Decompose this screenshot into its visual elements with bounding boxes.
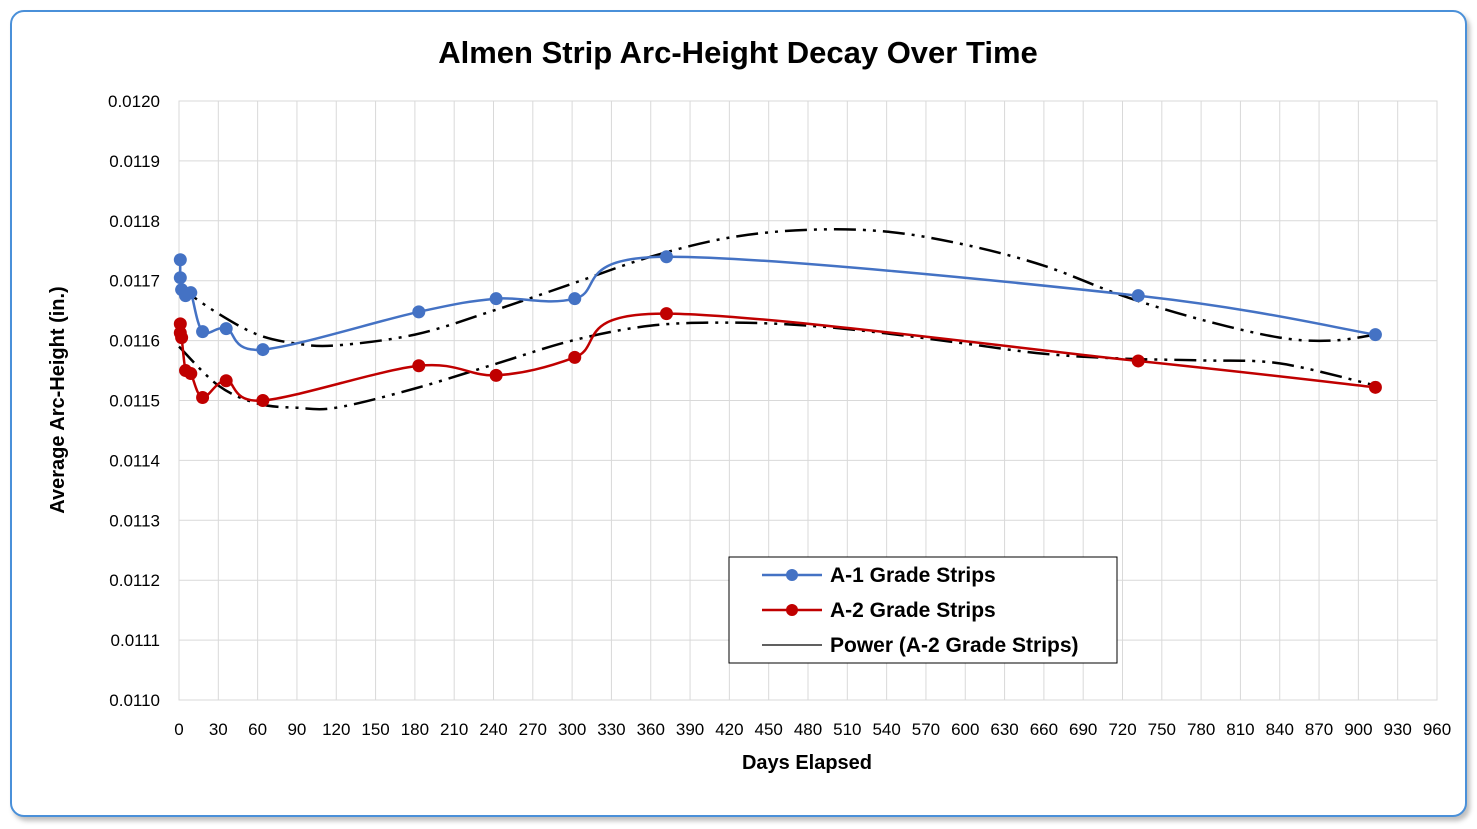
x-tick-label: 360 <box>637 720 665 739</box>
x-tick-label: 420 <box>715 720 743 739</box>
x-tick-label: 390 <box>676 720 704 739</box>
legend-label-power: Power (A-2 Grade Strips) <box>830 634 1079 657</box>
x-tick-label: 150 <box>361 720 389 739</box>
data-point-0 <box>173 253 187 267</box>
x-tick-label: 210 <box>440 720 468 739</box>
chart-title: Almen Strip Arc-Height Decay Over Time <box>438 35 1038 70</box>
x-tick-label: 540 <box>872 720 900 739</box>
x-tick-label: 660 <box>1030 720 1058 739</box>
data-point-1 <box>184 367 198 381</box>
x-tick-label: 330 <box>597 720 625 739</box>
chart-frame <box>10 10 1467 817</box>
x-tick-label: 0 <box>174 720 183 739</box>
x-tick-label: 750 <box>1148 720 1176 739</box>
plot-area <box>178 100 1438 701</box>
series-line-0 <box>178 255 1376 351</box>
legend: A-1 Grade Strips A-2 Grade Strips Power … <box>728 556 1118 664</box>
x-axis-label: Days Elapsed <box>742 752 872 774</box>
data-point-1 <box>1131 354 1145 368</box>
x-tick-label: 690 <box>1069 720 1097 739</box>
x-tick-label: 810 <box>1226 720 1254 739</box>
x-tick-label: 450 <box>755 720 783 739</box>
data-point-0 <box>219 322 233 336</box>
legend-label-a2: A-2 Grade Strips <box>830 599 996 622</box>
data-point-0 <box>489 292 503 306</box>
data-point-1 <box>175 331 189 345</box>
y-tick-label: 0.0117 <box>109 272 160 291</box>
x-tick-label: 960 <box>1423 720 1451 739</box>
data-point-0 <box>568 292 582 306</box>
y-tick-label: 0.0113 <box>109 511 160 530</box>
y-tick-label: 0.0110 <box>109 691 160 710</box>
data-point-0 <box>1131 289 1145 303</box>
x-tick-label: 630 <box>990 720 1018 739</box>
data-point-0 <box>659 250 673 264</box>
data-point-0 <box>196 325 210 339</box>
x-tick-label: 570 <box>912 720 940 739</box>
legend-label-a1: A-1 Grade Strips <box>830 564 996 587</box>
x-tick-label: 780 <box>1187 720 1215 739</box>
data-point-1 <box>489 368 503 382</box>
x-tick-label: 720 <box>1108 720 1136 739</box>
x-tick-label: 930 <box>1384 720 1412 739</box>
data-point-0 <box>256 343 270 357</box>
x-tick-label: 900 <box>1344 720 1372 739</box>
x-tick-label: 840 <box>1266 720 1294 739</box>
x-tick-label: 180 <box>401 720 429 739</box>
data-point-1 <box>196 391 210 405</box>
data-point-0 <box>1368 328 1382 342</box>
x-tick-label: 120 <box>322 720 350 739</box>
data-point-1 <box>412 359 426 373</box>
data-point-1 <box>659 307 673 321</box>
data-point-0 <box>412 305 426 319</box>
y-tick-label: 0.0120 <box>108 92 160 111</box>
data-point-1 <box>256 394 270 407</box>
x-tick-label: 480 <box>794 720 822 739</box>
data-point-0 <box>184 286 198 300</box>
y-tick-label: 0.0111 <box>111 631 160 650</box>
y-tick-label: 0.0119 <box>109 152 160 171</box>
data-point-1 <box>219 374 233 388</box>
data-point-1 <box>173 317 187 331</box>
x-tick-label: 60 <box>248 720 267 739</box>
x-tick-label: 90 <box>287 720 306 739</box>
data-point-1 <box>568 350 582 364</box>
y-tick-label: 0.0114 <box>109 451 160 470</box>
y-tick-label: 0.0115 <box>109 392 160 411</box>
data-point-1 <box>1368 380 1382 394</box>
trendline-3 <box>178 228 1376 348</box>
data-point-0 <box>173 271 187 285</box>
x-tick-label: 300 <box>558 720 586 739</box>
x-tick-label: 240 <box>479 720 507 739</box>
x-tick-label: 870 <box>1305 720 1333 739</box>
legend-marker-a1 <box>786 569 798 581</box>
x-tick-label: 30 <box>209 720 228 739</box>
y-tick-label: 0.0118 <box>109 212 160 231</box>
y-axis-label: Average Arc-Height (in.) <box>47 286 69 513</box>
y-tick-label: 0.0112 <box>109 571 160 590</box>
legend-marker-a2 <box>786 604 798 616</box>
x-tick-label: 270 <box>519 720 547 739</box>
tick-layer: 0 30 60 90 120 150 180 210 240 270 300 330 360 390 420… <box>108 92 1451 739</box>
x-tick-label: 600 <box>951 720 979 739</box>
y-tick-label: 0.0116 <box>109 332 160 351</box>
series-layer <box>173 228 1382 411</box>
x-tick-label: 510 <box>833 720 861 739</box>
